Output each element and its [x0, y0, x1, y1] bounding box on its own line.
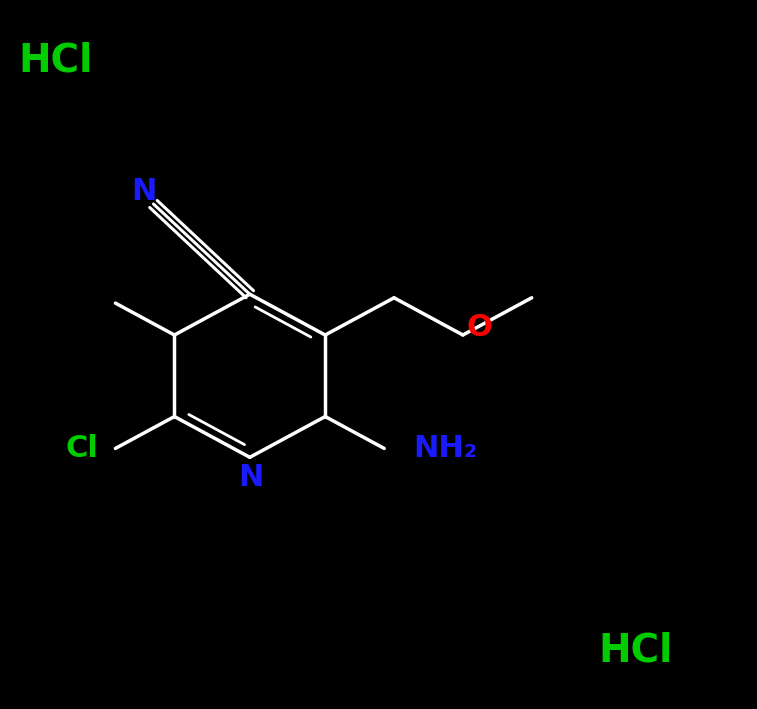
Text: N: N — [132, 177, 157, 206]
Text: HCl: HCl — [18, 41, 92, 79]
Text: N: N — [238, 463, 264, 491]
Text: Cl: Cl — [66, 434, 98, 463]
Text: NH₂: NH₂ — [413, 434, 477, 463]
Text: O: O — [466, 313, 493, 342]
Text: HCl: HCl — [599, 632, 673, 670]
